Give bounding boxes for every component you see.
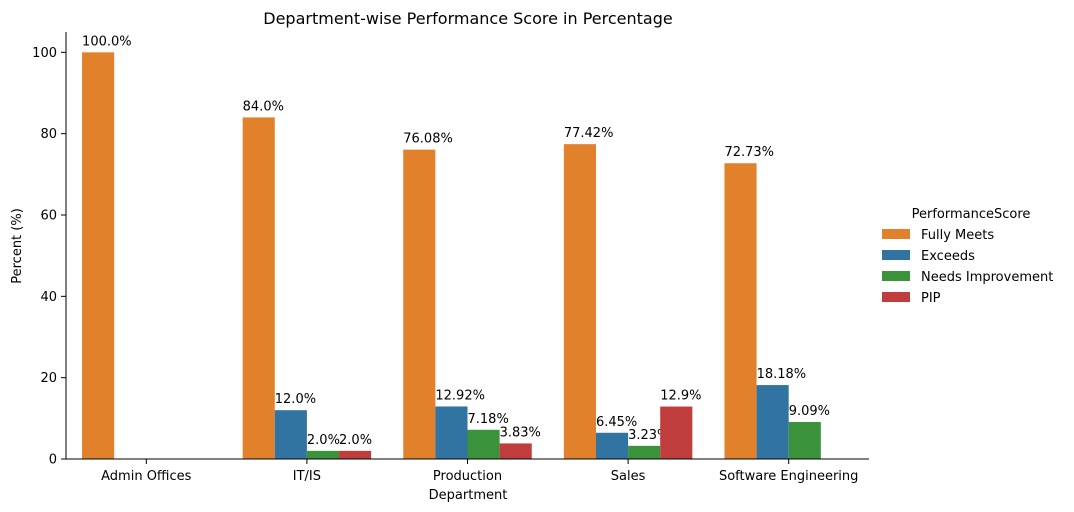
y-tick-label: 40: [40, 290, 57, 305]
legend: PerformanceScore Fully Meets Exceeds Needs…: [882, 207, 1053, 306]
x-tick-label: IT/IS: [293, 469, 321, 484]
data-label: 12.0%: [275, 392, 316, 407]
x-tick-label: Software Engineering: [719, 469, 858, 484]
bar: [403, 149, 436, 459]
data-label: 6.45%: [596, 415, 637, 430]
bar: [467, 429, 500, 459]
bar: [788, 422, 821, 459]
bar: [339, 450, 372, 459]
bar: [435, 406, 468, 459]
y-tick-label: 0: [49, 453, 57, 468]
plot-area: 100.0% 84.0% 76.08% 77.42% 72.73% 12.0% 12.92%…: [82, 34, 830, 460]
y-tick-label: 20: [40, 371, 57, 386]
data-label: 12.9%: [660, 389, 701, 404]
data-label: 76.08%: [403, 132, 453, 147]
legend-label: Exceeds: [921, 249, 975, 264]
legend-label: Needs Improvement: [921, 270, 1053, 285]
bar: [660, 406, 693, 459]
legend-label: PIP: [921, 291, 941, 306]
legend-title: PerformanceScore: [912, 207, 1031, 222]
bar: [628, 445, 661, 459]
data-label: 3.23%: [628, 428, 669, 443]
data-label: 77.42%: [564, 126, 614, 141]
legend-swatch: [882, 250, 910, 260]
bar: [724, 163, 757, 460]
data-label: 100.0%: [82, 34, 132, 49]
legend-swatch: [882, 229, 910, 239]
legend-swatch: [882, 292, 910, 302]
legend-label: Fully Meets: [921, 228, 994, 243]
x-tick-label: Sales: [611, 469, 646, 484]
data-label: 2.0%: [339, 433, 372, 448]
bar: [274, 410, 307, 459]
bar: [82, 52, 115, 459]
data-label: 7.18%: [468, 412, 509, 427]
bar: [499, 443, 532, 459]
y-tick-label: 100: [32, 46, 57, 61]
x-axis: Admin Offices IT/IS Production Sales Softwar…: [66, 458, 869, 484]
legend-swatch: [882, 271, 910, 281]
data-label: 3.83%: [500, 425, 541, 440]
data-label: 84.0%: [243, 99, 284, 114]
data-label: 18.18%: [757, 367, 807, 382]
bar: [242, 117, 275, 460]
data-label: 2.0%: [307, 433, 340, 448]
y-tick-label: 80: [40, 127, 57, 142]
bar: [306, 450, 340, 459]
data-label: 9.09%: [789, 404, 830, 419]
x-axis-label: Department: [429, 488, 508, 503]
x-tick-label: Admin Offices: [101, 469, 192, 484]
chart-title: Department-wise Performance Score in Per…: [263, 9, 672, 28]
data-label: 12.92%: [435, 388, 485, 403]
bar: [563, 144, 596, 459]
bar: [756, 385, 789, 459]
x-tick-label: Production: [433, 469, 502, 484]
data-label: 72.73%: [724, 145, 774, 160]
y-axis-label: Percent (%): [10, 208, 25, 284]
y-tick-label: 60: [40, 209, 57, 224]
y-axis: 0 20 40 60 80 100: [32, 32, 67, 468]
bar: [595, 432, 629, 459]
